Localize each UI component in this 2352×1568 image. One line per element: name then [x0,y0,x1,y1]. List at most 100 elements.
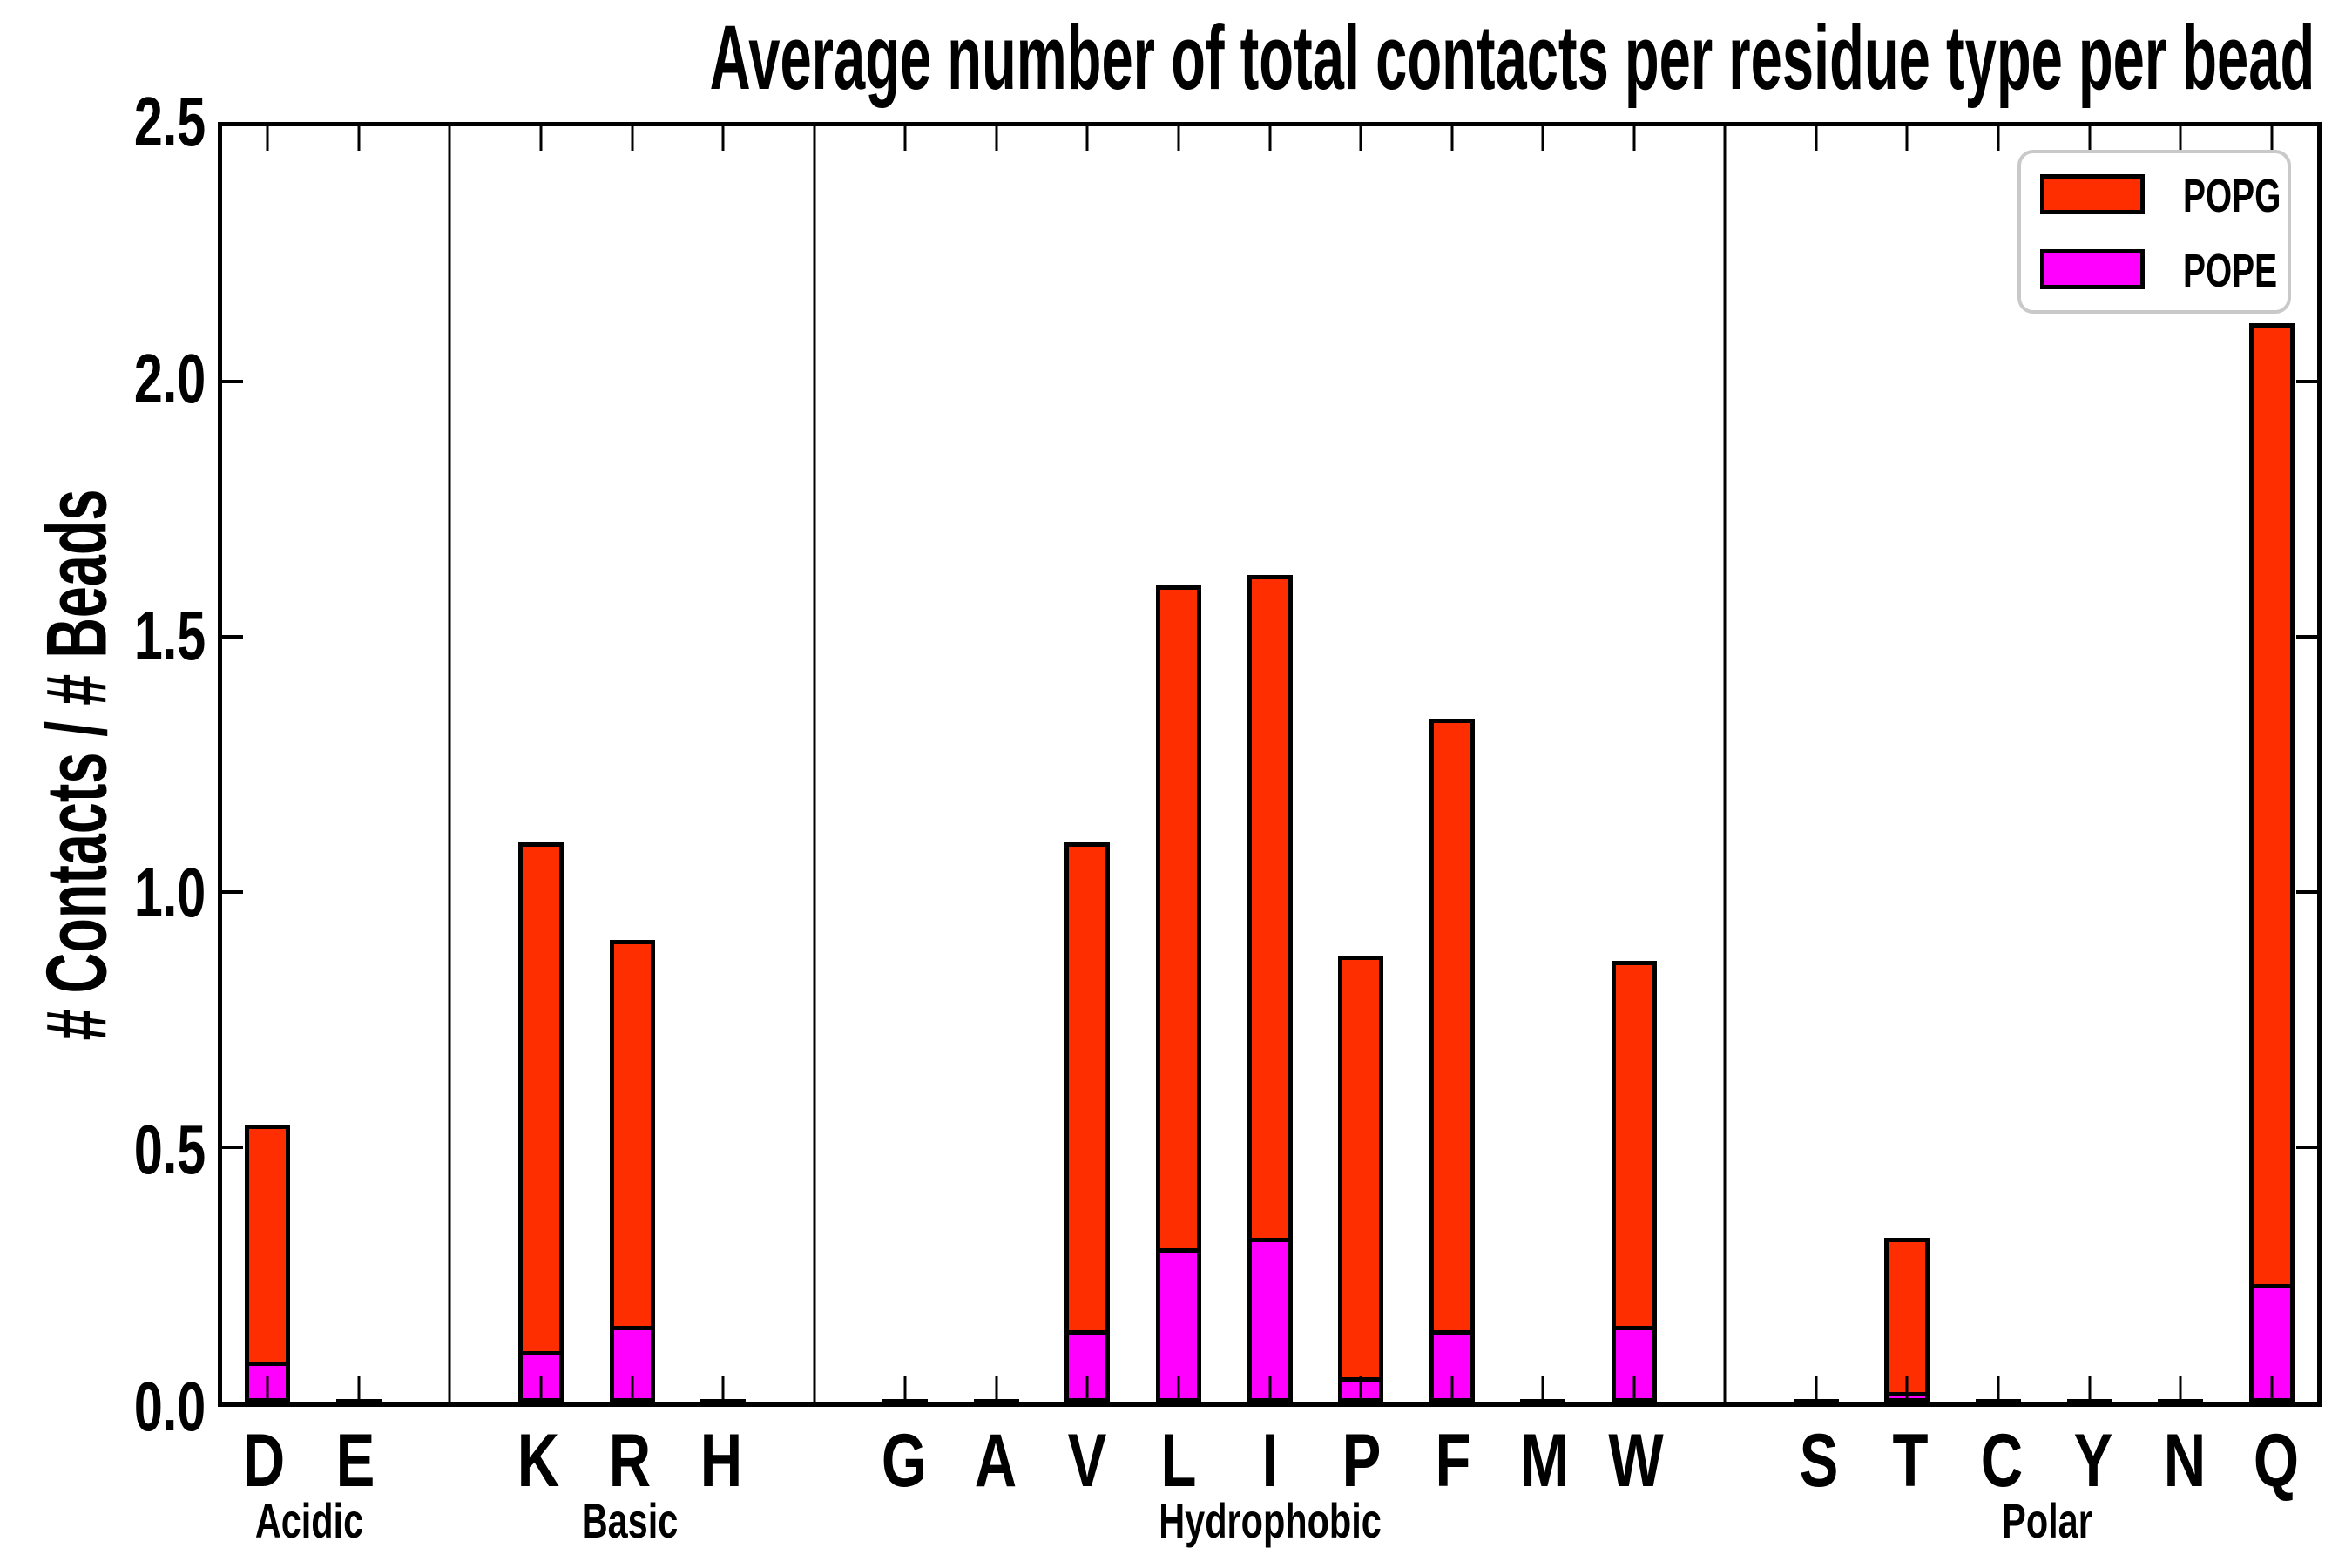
group-divider-line [813,126,816,1402]
y-tick-label-text: 2.0 [133,340,206,417]
x-tick-bottom-T [1905,1376,1909,1402]
x-tick-label-text: A [974,1419,1017,1503]
x-tick-label-P: P [1336,1422,1386,1500]
x-tick-bottom-H [721,1376,725,1402]
x-tick-label-text: Y [2073,1419,2112,1503]
x-tick-label-E: E [330,1422,380,1500]
x-tick-top-G [903,126,907,151]
bar-D [245,1125,291,1402]
x-tick-bottom-E [357,1376,361,1402]
y-tick-left-0.5 [222,1146,243,1149]
x-tick-bottom-G [903,1376,907,1402]
x-tick-label-Q: Q [2247,1422,2305,1500]
group-label-acidic: Acidic [236,1495,382,1547]
x-tick-label-text: T [1892,1419,1928,1503]
x-tick-bottom-M [1541,1376,1544,1402]
x-tick-bottom-N [2179,1376,2182,1402]
y-tick-right-1 [2296,890,2317,894]
x-tick-top-L [1177,126,1180,151]
legend-swatch-popg [2040,174,2145,214]
x-tick-label-T: T [1887,1422,1933,1500]
x-tick-bottom-A [995,1376,998,1402]
x-tick-label-text: Q [2253,1419,2299,1503]
x-tick-bottom-W [1632,1376,1636,1402]
bar-V [1064,841,1111,1402]
x-tick-top-H [721,126,725,151]
x-tick-label-M: M [1513,1422,1576,1500]
bar-F-pope [1433,1330,1470,1398]
group-label-hydrophobic: Hydrophobic [1119,1495,1420,1547]
x-tick-label-C: C [1974,1422,2028,1500]
legend-swatch-pope [2040,249,2145,289]
x-tick-top-V [1085,126,1089,151]
x-tick-label-text: H [700,1419,742,1503]
y-tick-label-1.0: 1.0 [0,858,206,928]
x-tick-label-K: K [510,1422,564,1500]
x-tick-label-text: D [242,1419,285,1503]
bar-K [517,841,564,1402]
x-tick-top-Q [2270,126,2274,151]
x-tick-top-P [1359,126,1362,151]
x-tick-bottom-K [539,1376,543,1402]
x-tick-bottom-Y [2088,1376,2092,1402]
bar-P [1338,955,1384,1402]
x-tick-top-N [2179,126,2182,151]
bar-R [609,940,655,1402]
bar-L [1155,585,1201,1402]
bar-W [1611,960,1657,1402]
y-tick-label-0.0: 0.0 [0,1372,206,1442]
bar-L-pope [1159,1248,1197,1398]
y-axis-label: # Contacts / # Beads [28,489,125,1041]
y-tick-label-text: 0.5 [133,1111,206,1188]
x-tick-bottom-D [266,1376,269,1402]
x-tick-top-T [1905,126,1909,151]
y-tick-right-0.5 [2296,1146,2317,1149]
x-tick-top-I [1268,126,1271,151]
x-tick-label-text: F [1435,1419,1470,1503]
y-tick-label-1.5: 1.5 [0,601,206,671]
x-tick-label-text: S [1799,1419,1838,1503]
x-tick-label-W: W [1600,1422,1671,1500]
x-tick-bottom-C [1997,1376,2000,1402]
x-tick-label-text: G [881,1419,927,1503]
bar-I [1247,575,1293,1402]
group-label-text: Hydrophobic [1158,1493,1382,1548]
chart-title: Average number of total contacts per res… [218,10,2322,111]
x-tick-top-W [1632,126,1636,151]
x-tick-label-text: V [1067,1419,1106,1503]
x-tick-top-F [1450,126,1454,151]
x-tick-label-text: L [1160,1419,1196,1503]
x-tick-top-C [1997,126,2000,151]
x-tick-label-I: I [1260,1422,1281,1500]
y-tick-left-1.5 [222,635,243,639]
x-tick-bottom-S [1815,1376,1818,1402]
x-tick-label-F: F [1429,1422,1476,1500]
y-tick-label-2.0: 2.0 [0,344,206,414]
x-tick-bottom-L [1177,1376,1180,1402]
group-divider-line [1723,126,1727,1402]
x-tick-label-text: C [1980,1419,2023,1503]
chart-title-text: Average number of total contacts per res… [709,7,2315,109]
bar-I-pope [1251,1238,1288,1398]
x-tick-label-text: R [608,1419,651,1503]
x-tick-label-A: A [968,1422,1022,1500]
x-tick-top-S [1815,126,1818,151]
x-tick-top-K [539,126,543,151]
x-tick-label-text: K [517,1419,559,1503]
x-tick-top-M [1541,126,1544,151]
legend-label-popg: POPG [2183,170,2281,222]
legend-label-pope: POPE [2183,245,2278,297]
bar-Q [2248,323,2295,1402]
y-tick-label-text: 0.0 [133,1368,206,1445]
x-tick-bottom-V [1085,1376,1089,1402]
y-tick-right-2 [2296,380,2317,383]
x-tick-label-L: L [1155,1422,1201,1500]
x-tick-bottom-P [1359,1376,1362,1402]
x-tick-bottom-I [1268,1376,1271,1402]
group-divider-line [448,126,451,1402]
y-tick-label-text: 2.5 [133,83,206,160]
x-tick-top-Y [2088,126,2092,151]
plot-area [218,122,2322,1407]
group-label-text: Polar [2002,1493,2092,1548]
